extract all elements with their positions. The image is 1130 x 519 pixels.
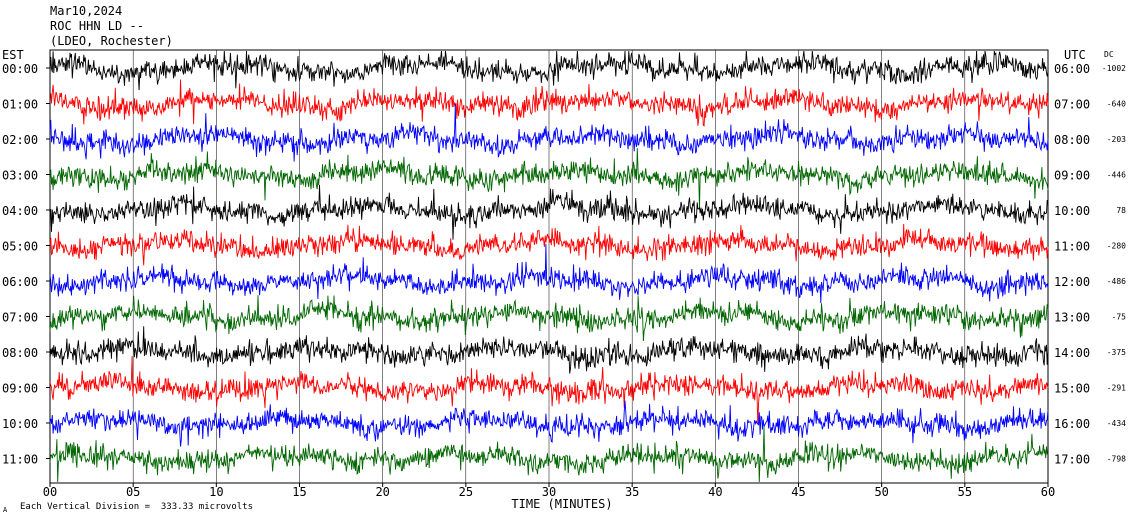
x-tick-label: 55 [958,485,972,499]
x-tick-label: 10 [209,485,223,499]
x-tick-label: 15 [292,485,306,499]
trace-0700 [49,295,1049,342]
dc-offset-label: -75 [1112,313,1127,322]
x-tick-label: 50 [874,485,888,499]
traces [49,50,1049,483]
trace-0900 [49,356,1049,425]
est-hour-label: 06:00 [2,275,38,289]
est-hour-label: 04:00 [2,204,38,218]
est-hour-label: 07:00 [2,311,38,325]
utc-hour-label: 14:00 [1054,346,1090,360]
dc-offset-label: -203 [1107,135,1126,144]
est-hour-label: 05:00 [2,240,38,254]
est-hour-label: 01:00 [2,98,38,112]
utc-hour-label: 11:00 [1054,240,1090,254]
x-tick-label: 35 [625,485,639,499]
dc-offset-label: -434 [1107,419,1126,428]
axis-labels: 00 05 10 15 20 25 30 35 40 45 50 55 60 00:00 06:00 -100… [2,62,1126,499]
est-hour-label: 09:00 [2,382,38,396]
est-hour-label: 03:00 [2,169,38,183]
est-hour-label: 11:00 [2,453,38,467]
trace-0800 [49,326,1049,374]
utc-hour-label: 10:00 [1054,204,1090,218]
trace-0600 [49,243,1049,304]
x-tick-label: 60 [1041,485,1055,499]
right-timezone-label: UTC [1064,48,1086,62]
est-hour-label: 00:00 [2,62,38,76]
x-tick-label: 05 [126,485,140,499]
dc-offset-label: -446 [1107,171,1126,180]
dc-offset-label: -1002 [1102,64,1126,73]
est-hour-label: 10:00 [2,417,38,431]
utc-hour-label: 07:00 [1054,98,1090,112]
utc-hour-label: 13:00 [1054,311,1090,325]
scale-note: Each Vertical Division = 333.33 microvol… [20,502,253,512]
dc-offset-label: -640 [1107,100,1126,109]
trace-0200 [49,104,1049,162]
grid-lines [46,50,1049,487]
dc-offset-label: -486 [1107,277,1126,286]
utc-hour-label: 15:00 [1054,382,1090,396]
est-hour-label: 08:00 [2,346,38,360]
utc-hour-label: 08:00 [1054,133,1090,147]
utc-hour-label: 17:00 [1054,453,1090,467]
trace-0400 [49,184,1049,240]
utc-hour-label: 12:00 [1054,275,1090,289]
x-tick-label: 20 [375,485,389,499]
dc-offset-label: -375 [1107,348,1126,357]
dc-offset-label: -291 [1107,384,1126,393]
left-timezone-label: EST [2,48,24,62]
dc-offset-label: -798 [1107,455,1126,464]
utc-hour-label: 06:00 [1054,62,1090,76]
est-hour-label: 02:00 [2,133,38,147]
x-tick-label: 00 [43,485,57,499]
trace-1000 [49,400,1049,447]
trace-0500 [49,223,1049,266]
trace-1100 [49,426,1049,483]
station-label: ROC HHN LD -- [50,19,144,33]
network-label: (LDEO, Rochester) [50,34,173,48]
x-tick-label: 40 [708,485,722,499]
utc-hour-label: 09:00 [1054,169,1090,183]
trace-0300 [49,148,1049,210]
trace-0000 [49,50,1049,91]
utc-hour-label: 16:00 [1054,417,1090,431]
x-tick-label: 25 [459,485,473,499]
x-axis-title: TIME (MINUTES) [511,497,612,511]
date-label: Mar10,2024 [50,4,123,18]
dc-offset-label: 78 [1116,206,1126,215]
x-tick-label: 45 [791,485,805,499]
dc-header-label: DC [1104,50,1114,59]
dc-offset-label: -280 [1107,242,1126,251]
x-tick-label: 30 [542,485,556,499]
trace-0100 [49,79,1049,127]
corner-mark: A [3,506,8,514]
